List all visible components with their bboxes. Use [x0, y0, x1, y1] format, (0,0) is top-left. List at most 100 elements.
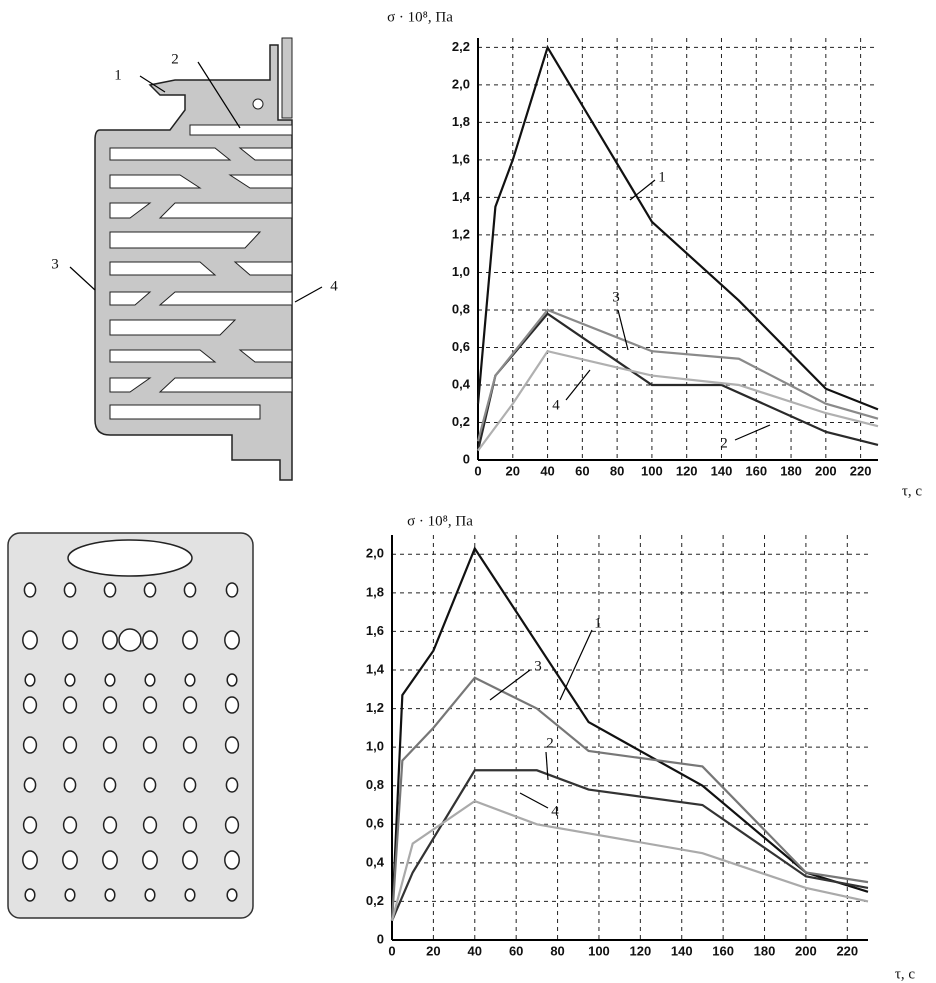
y-tick-label: 1,2: [452, 226, 470, 241]
series-label: 2: [546, 735, 554, 751]
diagram-label: 2: [171, 51, 179, 67]
x-tick-label: 180: [780, 463, 802, 478]
hole: [64, 673, 76, 687]
y-tick-label: 0,4: [452, 376, 471, 391]
hole: [62, 630, 78, 650]
x-tick-label: 0: [474, 463, 481, 478]
x-tick-label: 220: [850, 463, 872, 478]
series-label: 1: [594, 615, 602, 631]
diagram-label: 4: [330, 278, 338, 294]
hole: [24, 673, 36, 687]
leader-line: [629, 179, 656, 201]
y-tick-label: 2,0: [452, 76, 470, 91]
x-tick-label: 80: [550, 943, 564, 958]
hole: [22, 816, 38, 834]
cross-section: [94, 37, 293, 481]
hole: [142, 630, 158, 650]
hole: [224, 850, 240, 870]
plate: [7, 532, 254, 919]
y-tick-label: 0,6: [366, 816, 384, 831]
leader-line: [139, 75, 166, 93]
hole: [62, 850, 78, 870]
hole: [64, 888, 76, 902]
hole: [226, 673, 238, 687]
hole: [182, 816, 198, 834]
x-tick-label: 0: [388, 943, 395, 958]
hole: [184, 888, 196, 902]
y-tick-label: 0,4: [366, 854, 385, 869]
hole: [23, 582, 37, 598]
hole: [182, 736, 198, 754]
hole: [182, 850, 198, 870]
hole: [63, 777, 77, 793]
hole: [183, 582, 197, 598]
hole: [118, 628, 142, 652]
x-tick-label: 20: [426, 943, 440, 958]
hole: [225, 777, 239, 793]
y-tick-label: 1,0: [452, 264, 470, 279]
series-label: 1: [658, 169, 666, 185]
x-tick-label: 20: [506, 463, 520, 478]
series-line: [476, 308, 879, 442]
x-axis-label: τ, с: [902, 483, 923, 499]
leader-line: [565, 369, 591, 401]
hole: [224, 696, 240, 714]
hole: [225, 582, 239, 598]
hole: [23, 777, 37, 793]
series-line: [390, 676, 869, 921]
leader-line: [294, 286, 323, 303]
hole: [24, 888, 36, 902]
hole: [224, 630, 240, 650]
hole: [102, 736, 118, 754]
y-axis-label: σ · 10⁸, Па: [407, 513, 473, 529]
y-tick-label: 0,2: [366, 893, 384, 908]
hole: [102, 850, 118, 870]
x-tick-label: 40: [468, 943, 482, 958]
y-tick-label: 1,2: [366, 700, 384, 715]
y-tick-label: 0,2: [452, 414, 470, 429]
hole: [224, 816, 240, 834]
x-tick-label: 100: [588, 943, 610, 958]
x-tick-label: 40: [540, 463, 554, 478]
y-tick-label: 0,8: [366, 777, 384, 792]
y-tick-label: 1,8: [366, 584, 384, 599]
series-label: 3: [534, 658, 542, 674]
hole: [102, 630, 118, 650]
y-tick-label: 1,6: [452, 151, 470, 166]
series-label: 4: [552, 397, 560, 413]
series-line: [390, 769, 869, 922]
x-tick-label: 80: [610, 463, 624, 478]
hole: [104, 673, 116, 687]
y-tick-label: 1,4: [452, 189, 471, 204]
leader-line: [519, 792, 549, 809]
hole: [22, 630, 38, 650]
hole: [182, 696, 198, 714]
y-tick-label: 2,0: [366, 546, 384, 561]
y-tick-label: 0: [377, 931, 384, 946]
hole: [22, 850, 38, 870]
x-axis-label: τ, с: [895, 966, 916, 982]
x-tick-label: 100: [641, 463, 663, 478]
hole: [142, 816, 158, 834]
y-tick-label: 1,8: [452, 114, 470, 129]
x-tick-label: 60: [509, 943, 523, 958]
hole: [102, 816, 118, 834]
x-tick-label: 200: [795, 943, 817, 958]
hole: [226, 888, 238, 902]
hole: [103, 777, 117, 793]
hole: [62, 736, 78, 754]
leader-line: [559, 629, 593, 701]
x-tick-label: 120: [629, 943, 651, 958]
y-tick-label: 0,8: [452, 301, 470, 316]
hole: [102, 696, 118, 714]
hole: [183, 777, 197, 793]
diagram-label: 1: [114, 67, 122, 83]
x-tick-label: 200: [815, 463, 837, 478]
y-tick-label: 1,6: [366, 623, 384, 638]
series-label: 2: [720, 435, 728, 451]
leader-line: [489, 669, 531, 701]
x-tick-label: 220: [836, 943, 858, 958]
y-tick-label: 1,4: [366, 661, 385, 676]
hole: [22, 696, 38, 714]
